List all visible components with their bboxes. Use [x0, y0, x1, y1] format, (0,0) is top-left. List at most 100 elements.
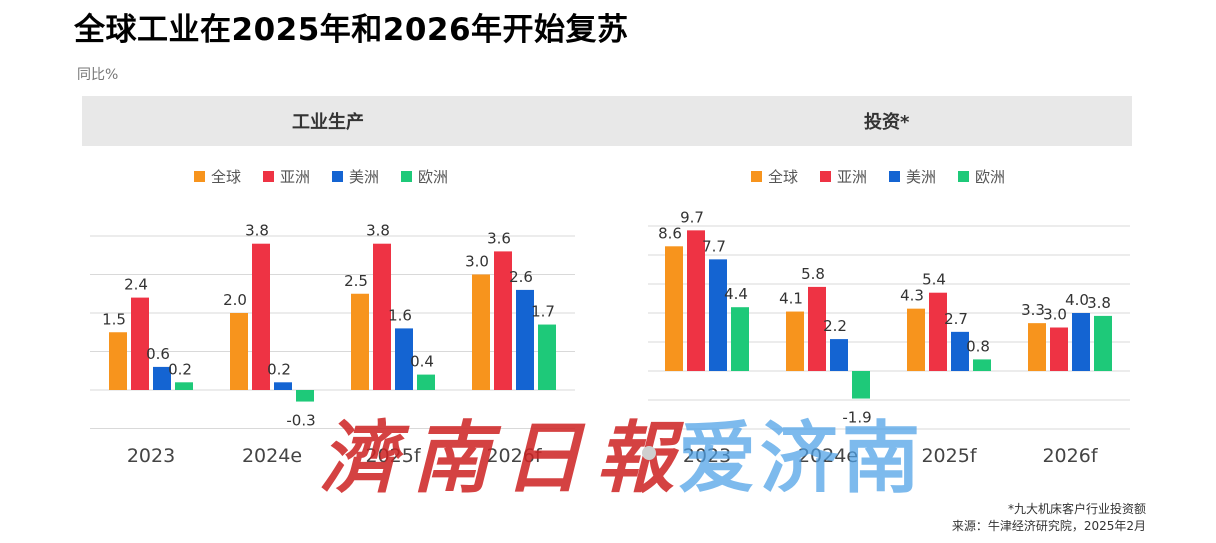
legend-swatch [958, 171, 970, 182]
legend-swatch [194, 171, 205, 182]
data-label: 9.7 [680, 208, 704, 226]
legend-item: 亚洲 [263, 166, 310, 187]
data-label: 2.4 [124, 276, 148, 294]
bar [951, 331, 969, 371]
bar [296, 390, 314, 402]
legend-swatch [889, 171, 901, 182]
data-label: 8.6 [658, 224, 682, 242]
data-label: 1.7 [531, 303, 555, 321]
data-label: 2.5 [344, 272, 368, 290]
bar [230, 313, 248, 390]
bar [929, 292, 947, 371]
bar [175, 382, 193, 390]
bar [709, 259, 727, 371]
data-label: 2.0 [223, 291, 247, 309]
bar [731, 307, 749, 371]
data-label: 3.8 [366, 222, 390, 240]
unit-label: 同比% [77, 67, 119, 83]
category-label: 2026f [486, 445, 542, 467]
panel-header-band [82, 96, 1132, 146]
bar [973, 359, 991, 371]
category-label: 2026f [1042, 445, 1098, 467]
bar [538, 324, 556, 390]
legend-label: 美洲 [906, 168, 937, 186]
data-label: 4.3 [900, 287, 924, 305]
category-label: 2023 [683, 445, 731, 467]
legend-industrial-production: 全球 亚洲 美洲 欧洲 [194, 166, 448, 187]
category-label: 2024e [242, 445, 302, 467]
data-label: 4.0 [1065, 291, 1089, 309]
data-label: 0.4 [410, 353, 434, 371]
data-label: 3.8 [1087, 294, 1111, 312]
watermark-ai-jinan: 爱济南 [678, 414, 925, 504]
legend-label: 亚洲 [837, 168, 868, 186]
watermark-jinan-daily: 濟南日報 [320, 413, 689, 504]
legend-swatch [332, 171, 344, 182]
data-label: 5.4 [922, 271, 946, 289]
bar [351, 293, 369, 390]
data-label: 3.3 [1021, 301, 1045, 319]
panel-title-industrial-production: 工业生产 [292, 112, 364, 133]
legend-label: 欧洲 [418, 168, 449, 186]
bar [687, 230, 705, 371]
legend-item: 美洲 [889, 166, 936, 187]
bar [153, 366, 171, 390]
category-label: 2025f [365, 445, 421, 467]
data-label: 1.6 [388, 306, 412, 324]
data-label: 3.0 [1043, 306, 1067, 324]
bar [417, 374, 435, 390]
legend-swatch [751, 171, 762, 182]
page-title: 全球工业在2025年和2026年开始复苏 [74, 12, 629, 48]
category-label: 2025f [921, 445, 977, 467]
footnote: *九大机床客户行业投资额 来源：牛津经济研究院，2025年2月 [952, 501, 1146, 535]
bar [131, 297, 149, 390]
bar [907, 308, 925, 371]
legend-item: 全球 [751, 166, 798, 187]
legend-item: 欧洲 [958, 166, 1005, 187]
data-label: 3.8 [245, 222, 269, 240]
data-label: 5.8 [801, 265, 825, 283]
bar [808, 286, 826, 371]
bar [665, 246, 683, 371]
bar [1028, 323, 1046, 371]
data-label: 3.0 [465, 253, 489, 271]
legend-item: 亚洲 [820, 166, 867, 187]
legend-label: 全球 [768, 168, 799, 186]
legend-swatch [263, 171, 275, 182]
data-label: 7.7 [702, 237, 726, 255]
data-label: 4.1 [779, 290, 803, 308]
bar [516, 289, 534, 390]
legend-item: 美洲 [332, 166, 379, 187]
legend-label: 美洲 [349, 168, 380, 186]
bar [472, 274, 490, 390]
footnote-source: 来源：牛津经济研究院，2025年2月 [951, 519, 1146, 533]
bar [852, 371, 870, 399]
data-label: 2.2 [823, 317, 847, 335]
data-label: 0.2 [168, 360, 192, 378]
category-label: 2024e [798, 445, 858, 467]
bar [1094, 315, 1112, 371]
legend-item: 全球 [194, 166, 241, 187]
data-label: -1.9 [842, 409, 871, 427]
bar [373, 243, 391, 390]
legend-swatch [820, 171, 832, 182]
data-label: 3.6 [487, 229, 511, 247]
panel-title-investment: 投资* [864, 112, 910, 133]
bar [274, 382, 292, 390]
legend-label: 欧洲 [975, 168, 1006, 186]
bar [1050, 327, 1068, 371]
bar [395, 328, 413, 390]
data-label: -0.3 [286, 412, 315, 430]
watermark-separator-dot [642, 446, 656, 460]
data-label: 2.6 [509, 268, 533, 286]
legend-label: 亚洲 [280, 168, 311, 186]
legend-label: 全球 [211, 168, 242, 186]
bar [494, 251, 512, 390]
data-label: 0.2 [267, 360, 291, 378]
data-label: 1.5 [102, 310, 126, 328]
footnote-note: *九大机床客户行业投资额 [1007, 502, 1146, 516]
bar [786, 311, 804, 371]
legend-item: 欧洲 [401, 166, 448, 187]
category-label: 2023 [127, 445, 175, 467]
